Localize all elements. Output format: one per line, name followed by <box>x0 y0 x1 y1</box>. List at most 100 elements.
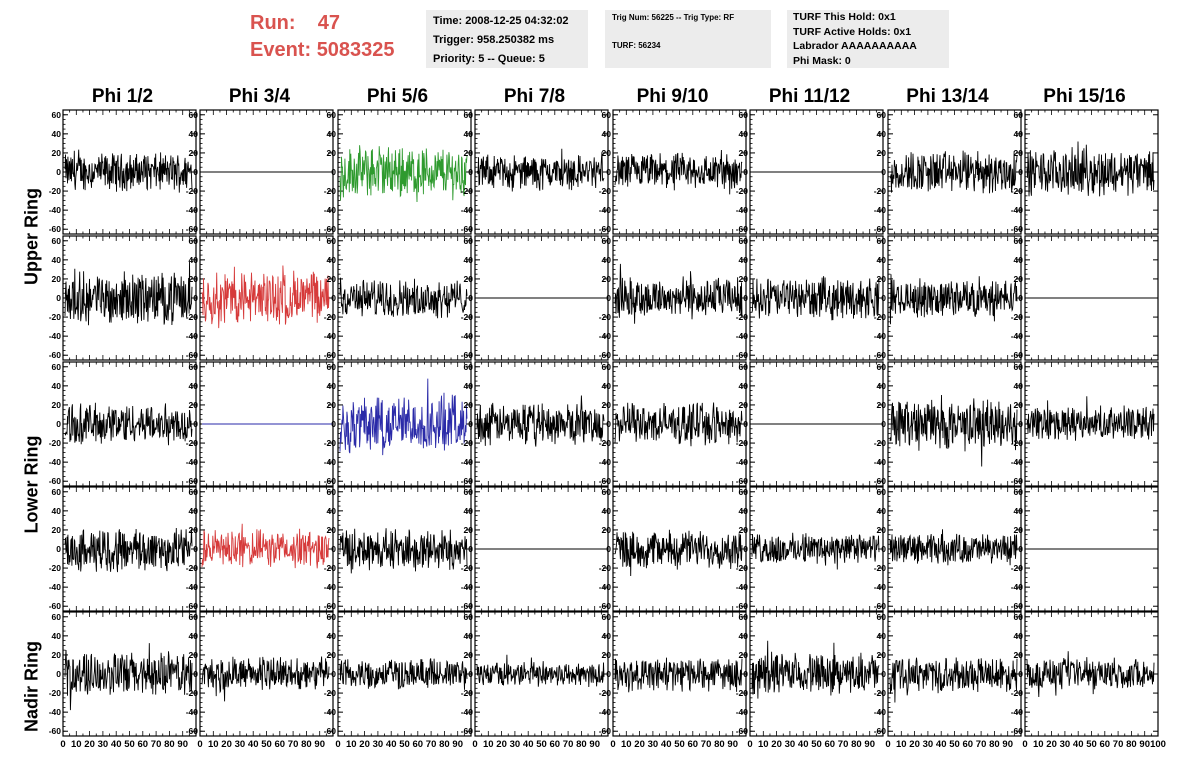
y-tick-label: 40 <box>1014 255 1024 265</box>
y-tick-label: 60 <box>877 487 887 497</box>
y-tick-label: -40 <box>736 582 749 592</box>
y-tick-label: -40 <box>599 707 612 717</box>
turf-active-holds-text: TURF Active Holds: 0x1 <box>793 25 912 38</box>
x-tick-label: 50 <box>949 739 960 750</box>
y-tick-label: -20 <box>736 186 749 196</box>
y-tick-label: -20 <box>49 688 62 698</box>
y-tick-label: 60 <box>327 362 337 372</box>
y-tick-label: -40 <box>324 582 337 592</box>
x-tick-label: 30 <box>1060 739 1071 750</box>
y-tick-label: -60 <box>599 601 612 611</box>
y-tick-label: -20 <box>874 688 887 698</box>
y-tick-label: -40 <box>186 331 199 341</box>
x-tick-label: 40 <box>798 739 809 750</box>
waveform-trace <box>476 395 605 447</box>
y-tick-label: -20 <box>599 563 612 573</box>
waveform-panel: -60 -40 -20 0 20 40 60 <box>1011 235 1159 361</box>
y-tick-label: 40 <box>602 129 612 139</box>
y-tick-label: 20 <box>602 274 612 284</box>
y-tick-label: -60 <box>461 726 474 736</box>
y-tick-label: 40 <box>52 506 62 516</box>
waveform-trace <box>339 277 468 319</box>
event-label: Event: <box>250 39 312 61</box>
y-tick-label: 60 <box>327 236 337 246</box>
y-tick-label: 0 <box>743 167 748 177</box>
y-tick-label: -20 <box>874 438 887 448</box>
x-tick-label: 100 <box>1150 739 1166 750</box>
y-tick-label: 20 <box>464 148 474 158</box>
waveform-panel: -60 -40 -20 0 20 40 60 <box>324 109 472 235</box>
x-tick-label: 50 <box>124 739 135 750</box>
y-tick-label: 0 <box>1018 544 1023 554</box>
x-tick-label: 90 <box>727 739 738 750</box>
y-tick-label: -40 <box>599 582 612 592</box>
y-tick-label: 20 <box>327 148 337 158</box>
waveform-panel: -60 -40 -20 0 20 40 60 <box>461 109 609 235</box>
waveform-panel: -60 -40 -20 0 20 40 60 <box>49 486 197 612</box>
x-tick-label: 60 <box>138 739 149 750</box>
waveform-panel: -60 -40 -20 0 20 40 60 <box>599 611 747 737</box>
y-tick-label: -40 <box>461 331 474 341</box>
y-tick-label: -60 <box>186 726 199 736</box>
y-tick-label: 20 <box>602 148 612 158</box>
y-tick-label: 20 <box>464 274 474 284</box>
y-tick-label: 20 <box>877 274 887 284</box>
y-tick-label: -60 <box>186 601 199 611</box>
y-tick-label: -60 <box>736 224 749 234</box>
y-tick-label: -20 <box>874 186 887 196</box>
y-tick-label: -40 <box>49 457 62 467</box>
y-tick-label: -60 <box>736 726 749 736</box>
turf-this-hold-text: TURF This Hold: 0x1 <box>793 11 896 23</box>
turf-num-text: TURF: 56234 <box>612 41 661 50</box>
x-tick-label: 90 <box>589 739 600 750</box>
trigger-text: Trigger: 958.250382 ms <box>433 34 555 46</box>
y-tick-label: -40 <box>736 205 749 215</box>
y-tick-label: -40 <box>186 205 199 215</box>
y-tick-label: 40 <box>189 506 199 516</box>
x-tick-label: 70 <box>701 739 712 750</box>
y-tick-label: -40 <box>461 582 474 592</box>
x-tick-label: 50 <box>811 739 822 750</box>
waveform-trace <box>339 145 468 203</box>
x-tick-label: 20 <box>634 739 645 750</box>
trig-text: Trig Num: 56225 -- Trig Type: RF <box>612 13 735 22</box>
waveform-panel: -60 -40 -20 0 20 40 60 <box>874 235 1022 361</box>
y-tick-label: 20 <box>189 400 199 410</box>
waveform-trace <box>1026 651 1155 698</box>
waveform-panel: -60 -40 -20 0 20 40 60 <box>874 361 1022 487</box>
y-tick-label: 0 <box>881 167 886 177</box>
y-tick-label: 60 <box>1014 487 1024 497</box>
y-tick-label: -20 <box>1011 688 1024 698</box>
waveform-panel: -60 -40 -20 0 20 40 60 <box>49 109 197 235</box>
x-tick-label: 20 <box>221 739 232 750</box>
y-tick-label: -60 <box>49 601 62 611</box>
col-header-phi-11-12: Phi 11/12 <box>768 86 851 107</box>
waveform-panel: -60 -40 -20 0 20 40 60 <box>874 486 1022 612</box>
x-tick-label: 10 <box>1033 739 1044 750</box>
y-tick-label: 0 <box>1018 669 1023 679</box>
waveform-panel: -60 -40 -20 0 20 40 60 <box>461 235 609 361</box>
time-text: Time: 2008-12-25 04:32:02 <box>433 15 569 27</box>
y-tick-label: -60 <box>1011 350 1024 360</box>
y-tick-label: -20 <box>49 563 62 573</box>
y-tick-label: 0 <box>56 544 61 554</box>
y-tick-label: 40 <box>602 255 612 265</box>
y-tick-label: 60 <box>739 110 749 120</box>
y-tick-label: 0 <box>331 419 336 429</box>
y-tick-label: 40 <box>189 381 199 391</box>
y-tick-label: 0 <box>56 419 61 429</box>
x-tick-label: 90 <box>1139 739 1150 750</box>
y-tick-label: 0 <box>606 293 611 303</box>
y-tick-label: 0 <box>606 167 611 177</box>
x-tick-label: 60 <box>550 739 561 750</box>
y-tick-label: -60 <box>324 224 337 234</box>
y-tick-label: 20 <box>189 525 199 535</box>
col-header-phi-5-6: Phi 5/6 <box>366 86 429 107</box>
waveform-panel: -60 -40 -20 0 20 40 60 <box>599 235 747 361</box>
y-tick-label: 60 <box>739 362 749 372</box>
y-tick-label: 40 <box>327 255 337 265</box>
col-header-phi-1-2: Phi 1/2 <box>91 86 154 107</box>
y-tick-label: 20 <box>739 525 749 535</box>
y-tick-label: 40 <box>739 506 749 516</box>
x-tick-label: 60 <box>688 739 699 750</box>
